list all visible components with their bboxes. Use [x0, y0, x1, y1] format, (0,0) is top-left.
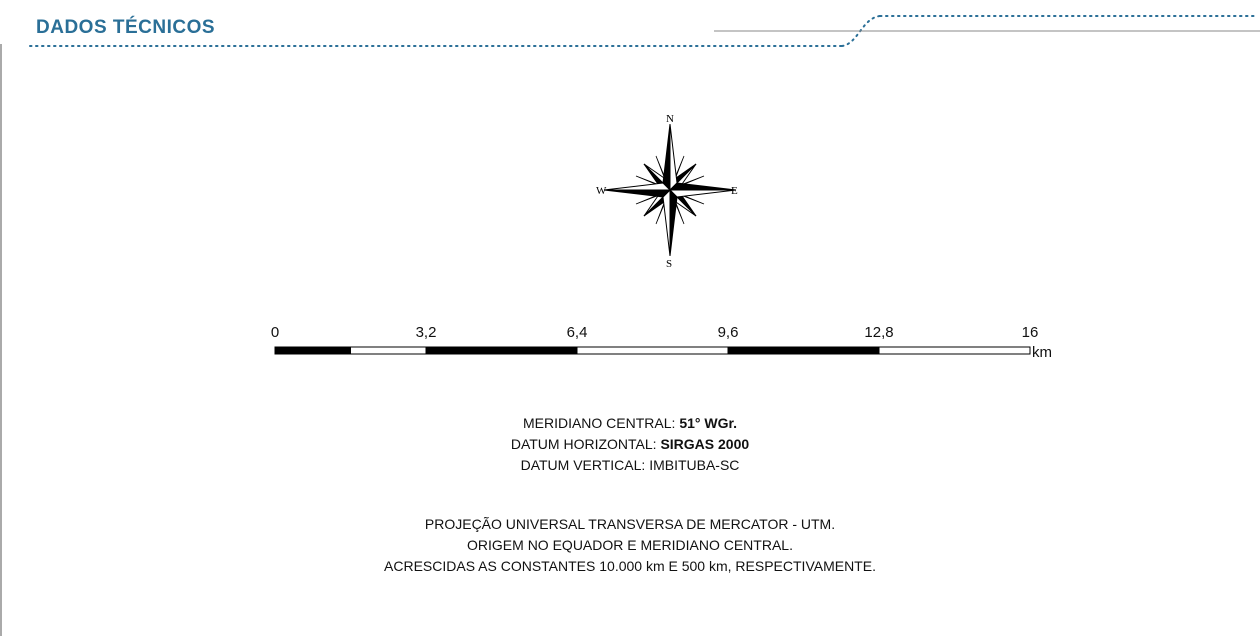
- datum-info: MERIDIANO CENTRAL: 51° WGr. DATUM HORIZO…: [0, 413, 1260, 476]
- meridiano-label: MERIDIANO CENTRAL:: [522, 415, 680, 431]
- compass-label-s: S: [666, 258, 672, 270]
- compass-cardinal-points: [603, 123, 737, 257]
- scale-segment-2: [425, 346, 578, 355]
- scale-segment-0: [274, 346, 351, 355]
- scale-tick-label-2: 6,4: [567, 324, 588, 341]
- projection-line-3: ACRESCIDAS AS CONSTANTES 10.000 km E 500…: [384, 558, 876, 574]
- datum-horizontal-label: DATUM HORIZONTAL:: [510, 436, 661, 452]
- compass-label-w: W: [596, 185, 607, 197]
- section-title: DADOS TÉCNICOS: [36, 17, 216, 38]
- scale-tick-labels: 0 3,2 6,4 9,6 12,8 16: [271, 324, 1039, 341]
- scale-tick-label-0: 0: [271, 324, 279, 341]
- scale-bar: 0 3,2 6,4 9,6 12,8 16 km: [271, 324, 1052, 361]
- scale-tick-label-4: 12,8: [864, 324, 893, 341]
- projection-info: PROJEÇÃO UNIVERSAL TRANSVERSA DE MERCATO…: [0, 514, 1260, 577]
- scale-tick-label-3: 9,6: [718, 324, 739, 341]
- scale-unit-label: km: [1032, 344, 1052, 361]
- scale-tick-label-1: 3,2: [416, 324, 437, 341]
- meridiano-value: 51° WGr.: [679, 415, 738, 431]
- compass-label-e: E: [731, 185, 738, 197]
- datum-vertical-line: DATUM VERTICAL: IMBITUBA-SC: [520, 457, 740, 473]
- scale-segment-1: [350, 346, 427, 355]
- scale-segment-5: [878, 346, 1031, 355]
- scale-segments: [274, 346, 1031, 355]
- projection-line-2: ORIGEM NO EQUADOR E MERIDIANO CENTRAL.: [467, 537, 793, 553]
- meridiano-line: MERIDIANO CENTRAL: 51° WGr.: [0, 413, 1260, 434]
- projection-line-1: PROJEÇÃO UNIVERSAL TRANSVERSA DE MERCATO…: [424, 516, 836, 532]
- scale-segment-4: [727, 346, 880, 355]
- datum-horizontal-value: SIRGAS 2000: [660, 436, 750, 452]
- datum-horizontal-line: DATUM HORIZONTAL: SIRGAS 2000: [0, 434, 1260, 455]
- compass-label-n: N: [666, 113, 674, 125]
- scale-segment-3: [576, 346, 729, 355]
- compass-rose-icon: N E S W: [596, 113, 738, 270]
- scale-tick-label-5: 16: [1022, 324, 1039, 341]
